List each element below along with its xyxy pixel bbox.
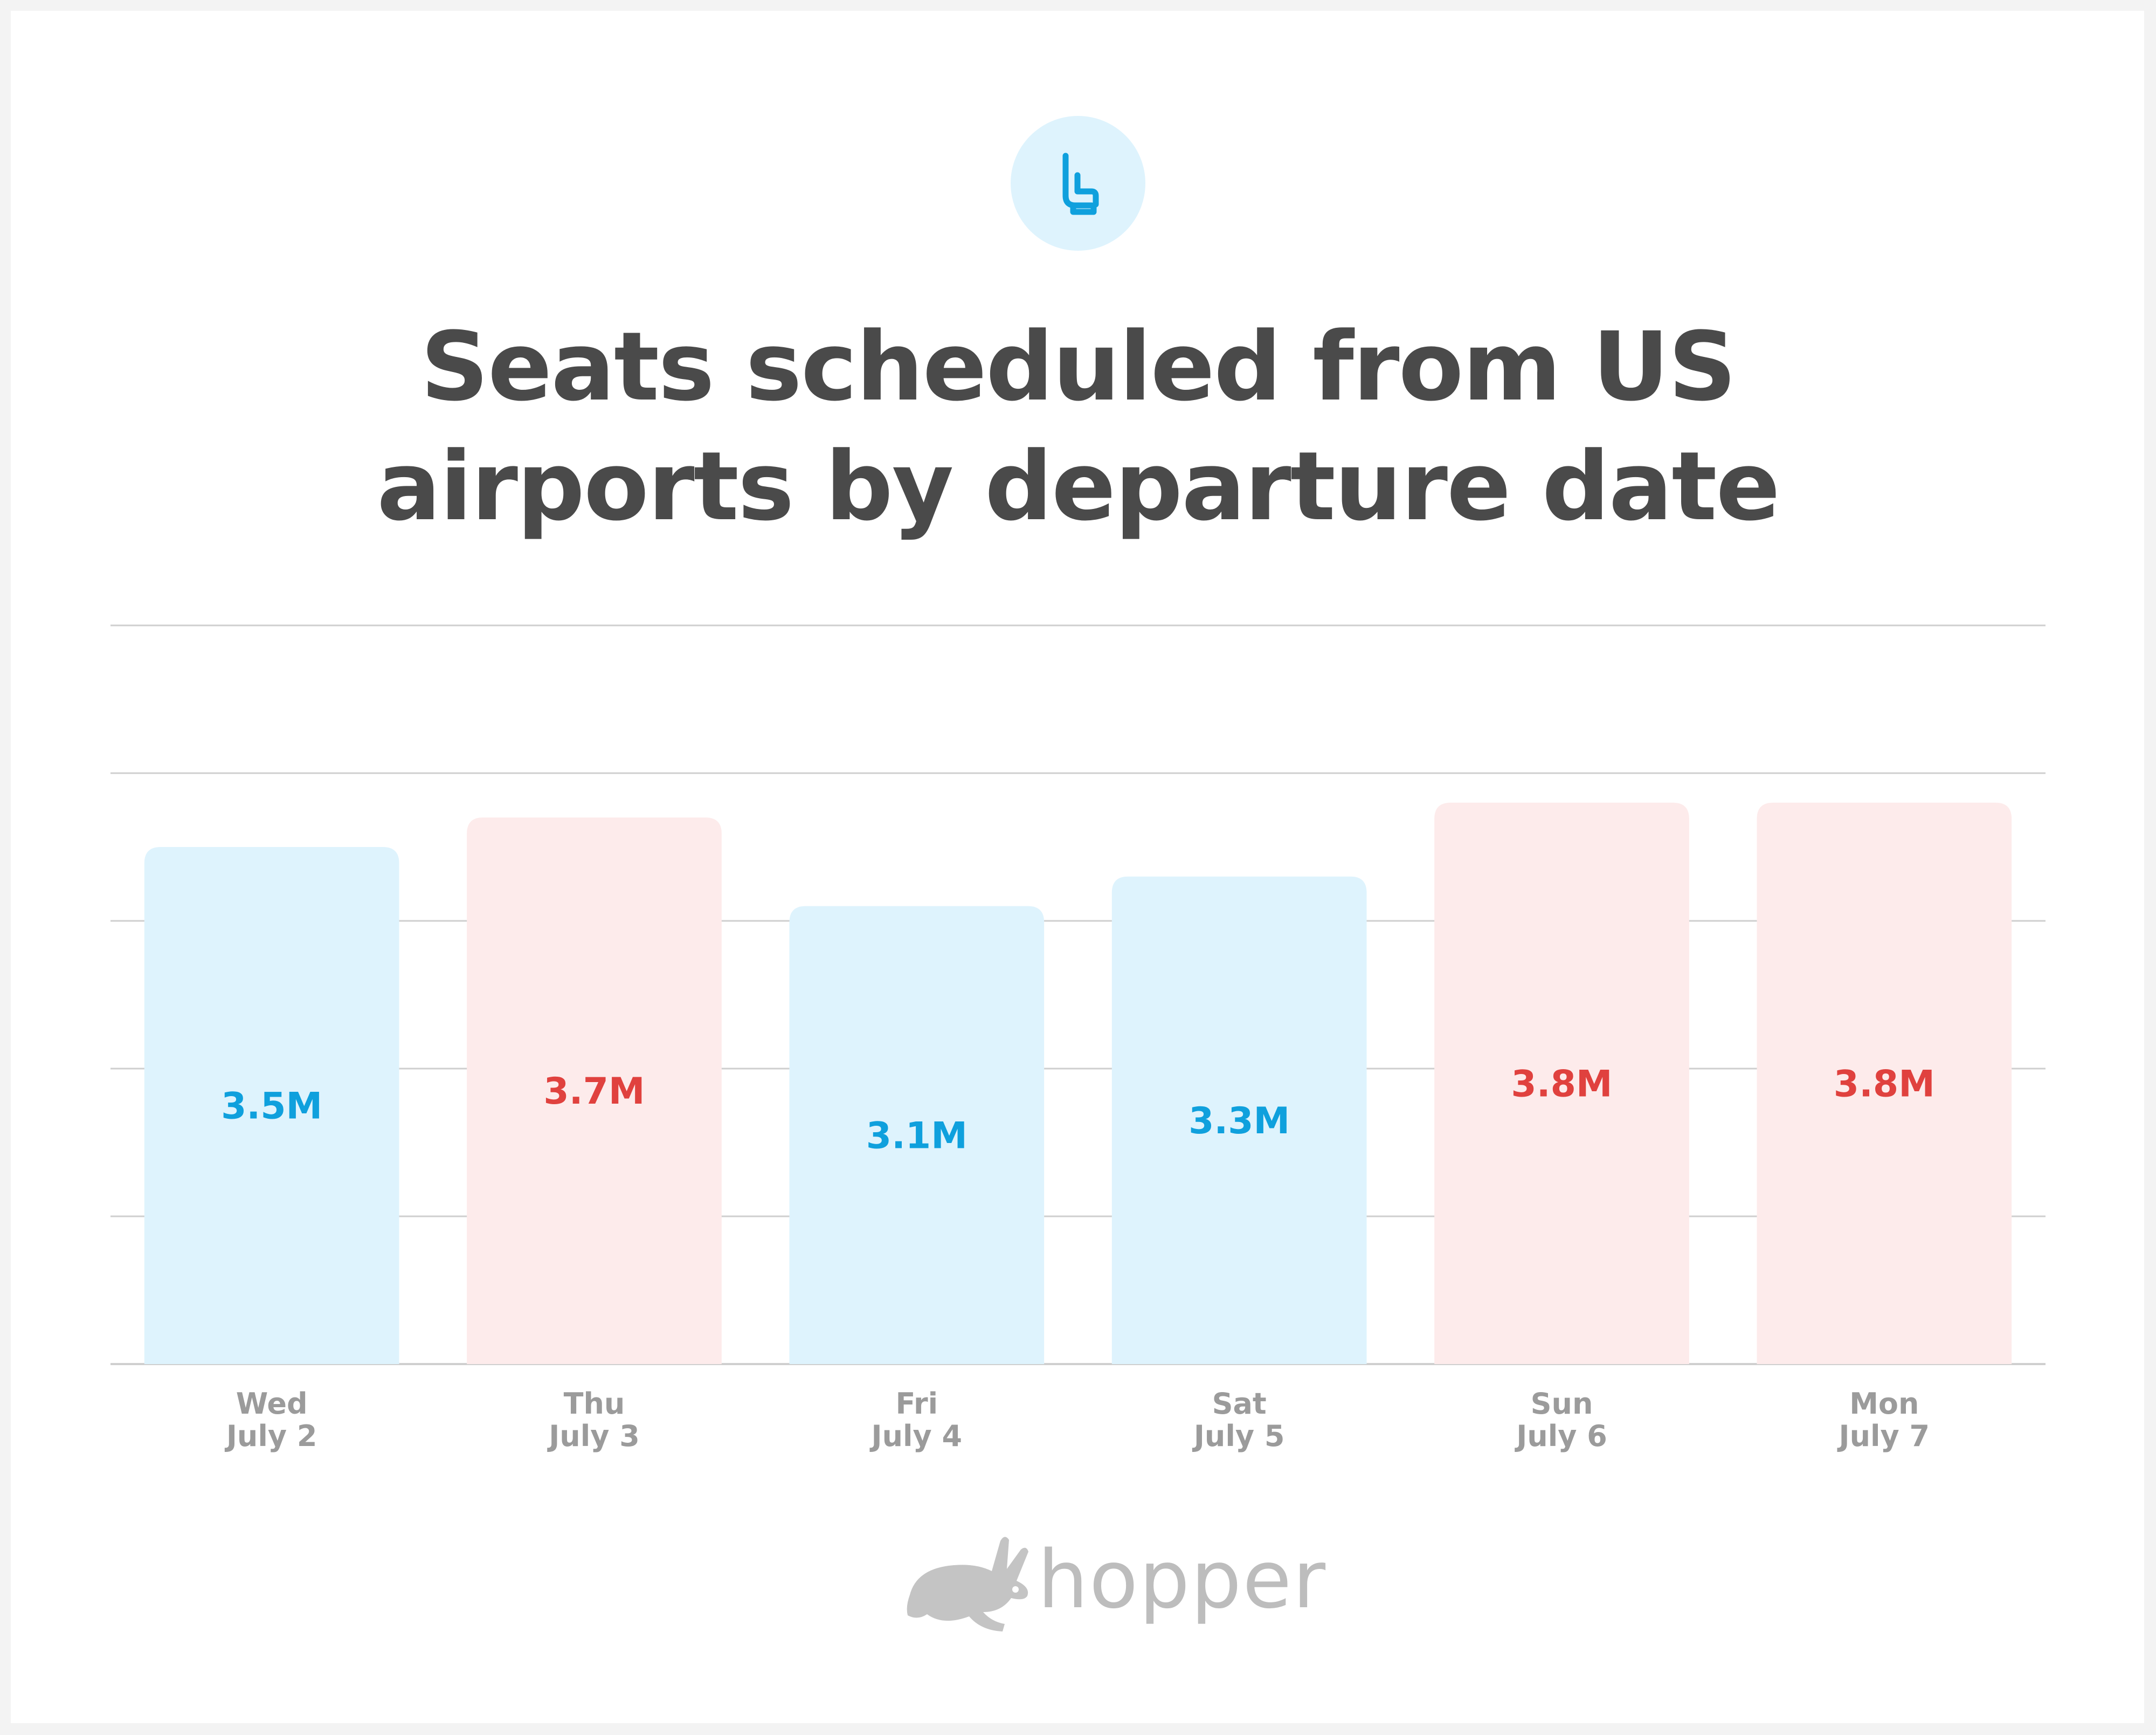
chart-title: Seats scheduled from US airports by depa…	[216, 307, 1940, 547]
bar-thu	[467, 817, 722, 1364]
chart-title-line-1: Seats scheduled from US	[420, 312, 1737, 422]
bar-sun	[1434, 802, 1689, 1364]
x-tick-day: Sat	[1212, 1387, 1267, 1421]
x-tick-date: July 3	[547, 1419, 640, 1453]
hopper-wordmark: hopper	[1038, 1533, 1327, 1626]
bar-value-label: 3.3M	[1188, 1100, 1290, 1142]
bar-fri	[789, 906, 1045, 1364]
x-tick-day: Wed	[236, 1387, 308, 1421]
chart-title-line-2: airports by departure date	[377, 431, 1780, 542]
seat-icon	[1062, 153, 1099, 215]
bar-value-label: 3.5M	[221, 1085, 322, 1128]
x-tick-date: July 7	[1837, 1419, 1930, 1453]
x-tick-day: Mon	[1849, 1387, 1919, 1421]
seat-badge	[1011, 116, 1145, 251]
x-tick-date: July 2	[224, 1419, 317, 1453]
bar-value-label: 3.8M	[1511, 1063, 1612, 1105]
x-tick-day: Sun	[1531, 1387, 1593, 1421]
rabbit-icon	[907, 1537, 1028, 1631]
bar-value-label: 3.7M	[543, 1070, 645, 1113]
x-tick-day: Fri	[896, 1387, 938, 1421]
x-tick-date: July 6	[1514, 1419, 1607, 1453]
x-tick-date: July 5	[1192, 1419, 1285, 1453]
bar-value-label: 3.8M	[1834, 1063, 1935, 1105]
hopper-logo: hopper	[906, 1531, 1325, 1639]
x-tick-day: Thu	[564, 1387, 625, 1421]
bar-wed	[144, 847, 399, 1364]
bar-value-label: 3.1M	[866, 1114, 968, 1157]
bar-sat	[1111, 876, 1367, 1364]
x-tick-date: July 4	[869, 1419, 963, 1453]
bar-mon	[1757, 802, 2012, 1364]
